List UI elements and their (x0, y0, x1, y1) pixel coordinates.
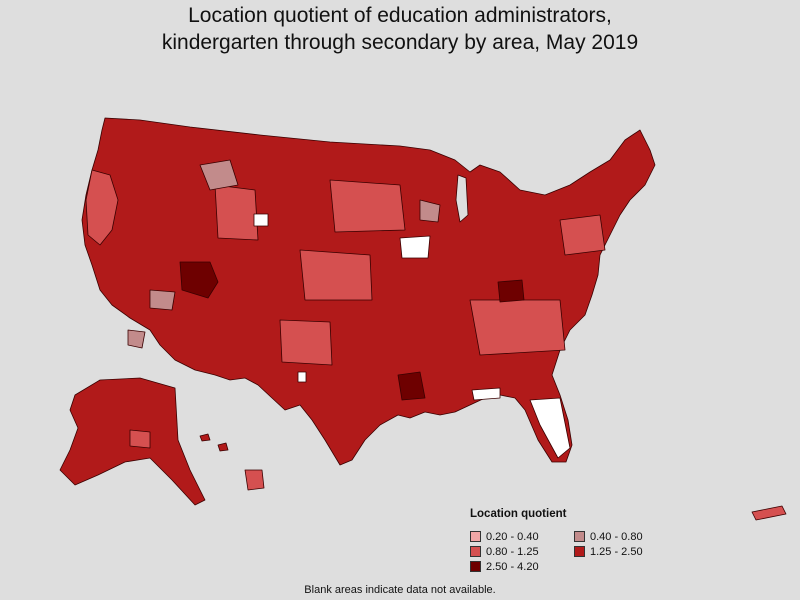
legend-label: 1.25 - 2.50 (590, 545, 643, 558)
legend-swatch (470, 561, 481, 572)
footnote: Blank areas indicate data not available. (304, 584, 496, 596)
legend-item: 2.50 - 4.20 (470, 560, 574, 573)
region-dark-virginia (497, 279, 525, 303)
hawaii-island-1 (199, 433, 211, 442)
legend: Location quotient 0.20 - 0.40 0.40 - 0.8… (470, 508, 690, 573)
legend-label: 0.80 - 1.25 (486, 545, 539, 558)
region-medium-rockies (214, 184, 259, 241)
map-title: Location quotient of education administr… (0, 2, 800, 56)
region-medium-midwest (329, 179, 406, 233)
alaska-region-medium (129, 429, 151, 449)
legend-label: 0.40 - 0.80 (590, 530, 643, 543)
legend-item: 1.25 - 2.50 (574, 545, 678, 558)
legend-item: 0.20 - 0.40 (470, 530, 574, 543)
region-medium-southwest (279, 319, 333, 366)
hawaii-island-3 (244, 469, 265, 491)
hawaii-island-2 (217, 442, 229, 452)
puerto-rico-shape (751, 505, 787, 521)
region-muted-southern-california (127, 329, 146, 349)
legend-swatch (470, 531, 481, 542)
legend-items: 0.20 - 0.40 0.40 - 0.80 0.80 - 1.25 1.25… (470, 530, 690, 573)
region-dark-utah (179, 261, 219, 299)
region-no-data-gulf-coast (471, 387, 501, 401)
region-muted-great-lakes (419, 199, 441, 223)
legend-title: Location quotient (470, 508, 567, 520)
region-medium-plains (299, 249, 373, 301)
region-medium-southeast (469, 299, 566, 356)
legend-item: 0.80 - 1.25 (470, 545, 574, 558)
region-muted-montana (199, 159, 239, 191)
title-line-1: Location quotient of education administr… (188, 4, 612, 27)
legend-swatch (574, 546, 585, 557)
region-no-data-illinois (399, 235, 431, 259)
legend-label: 2.50 - 4.20 (486, 560, 539, 573)
region-medium-northeast (559, 214, 606, 256)
legend-swatch (470, 546, 481, 557)
region-no-data-florida (529, 397, 571, 459)
legend-item: 0.40 - 0.80 (574, 530, 678, 543)
region-no-data-texas (297, 371, 307, 383)
lake-michigan (455, 174, 469, 223)
region-muted-arizona (149, 289, 176, 311)
title-line-2: kindergarten through secondary by area, … (161, 31, 639, 54)
region-medium-pacific (85, 169, 119, 246)
legend-label: 0.20 - 0.40 (486, 530, 539, 543)
region-no-data-wyoming (253, 213, 269, 227)
region-dark-mississippi (397, 371, 426, 401)
legend-swatch (574, 531, 585, 542)
